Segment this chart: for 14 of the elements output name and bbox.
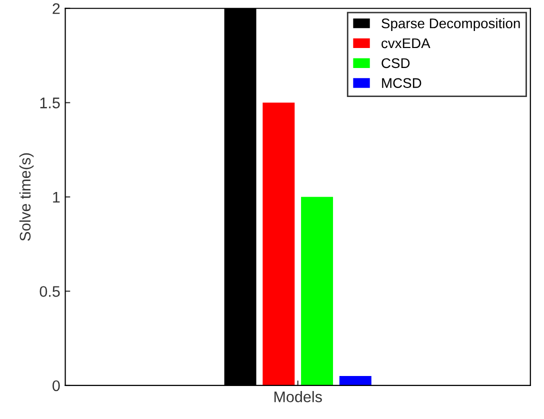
x-axis-title: Models xyxy=(274,391,322,402)
bar xyxy=(262,102,295,386)
y-axis-title: Solve time(s) xyxy=(19,153,34,241)
bar xyxy=(301,196,334,386)
y-tick-label: 2 xyxy=(52,3,60,14)
legend-label: CSD xyxy=(382,58,410,68)
y-tick-label: 0.5 xyxy=(40,286,60,297)
legend-label: cvxEDA xyxy=(382,38,430,48)
y-tick-label: 1 xyxy=(53,192,60,202)
legend-label: MCSD xyxy=(382,78,422,88)
y-tick-label: 1.5 xyxy=(40,98,60,108)
bar xyxy=(339,376,372,386)
legend-label: Sparse Decomposition xyxy=(382,18,520,32)
y-tick-label: 0 xyxy=(52,380,60,392)
